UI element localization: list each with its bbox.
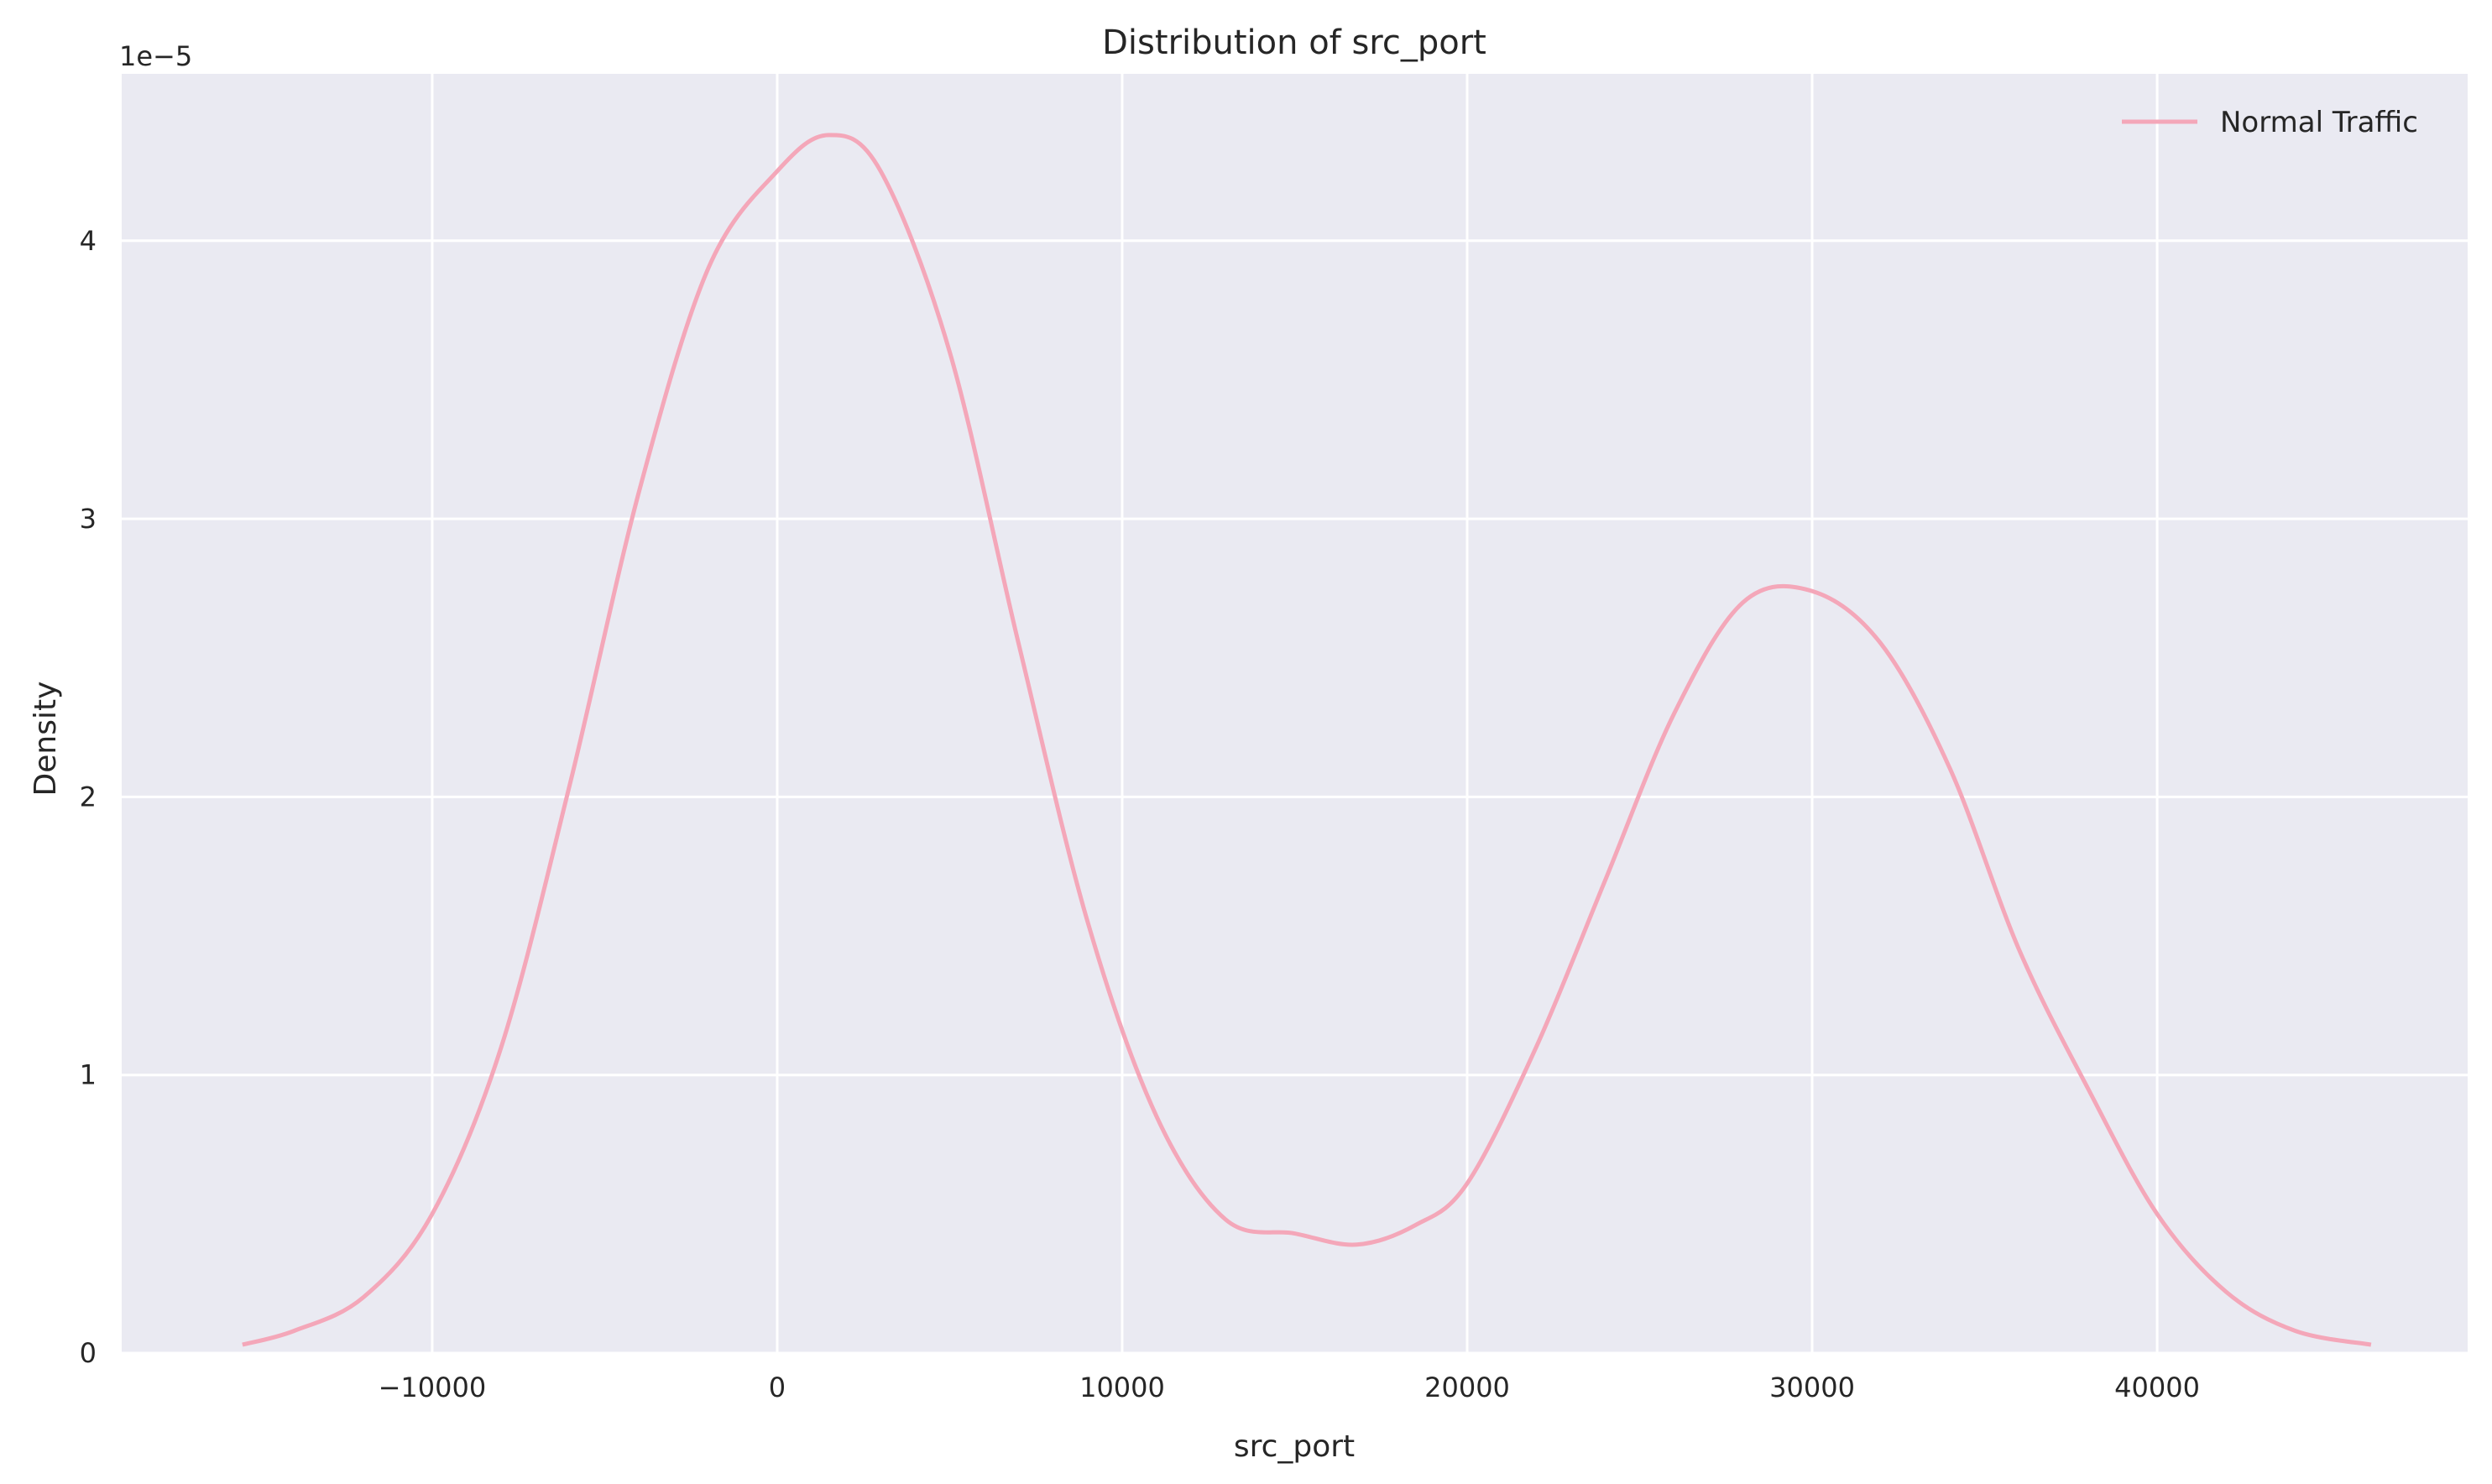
x-tick-label: 0: [769, 1372, 786, 1403]
series-layer: [242, 133, 2372, 1347]
x-tick-label: 20000: [1424, 1372, 1510, 1403]
x-axis-label: src_port: [1234, 1429, 1355, 1464]
x-tick-label: 10000: [1079, 1372, 1165, 1403]
x-axis: −10000 0 10000 20000 30000 40000: [379, 1372, 2200, 1403]
plot-background: [122, 74, 2468, 1353]
grid: [122, 74, 2468, 1355]
x-tick-label: 30000: [1769, 1372, 1855, 1403]
y-offset-label: 1e−5: [119, 40, 192, 72]
legend: Normal Traffic: [2122, 106, 2418, 139]
x-tick-label: −10000: [379, 1372, 487, 1403]
y-axis-label: Density: [29, 682, 63, 797]
y-tick-label: 4: [80, 225, 97, 257]
series-line-normal-traffic: [242, 133, 2372, 1347]
y-axis: 0 1 2 3 4: [80, 225, 97, 1369]
y-tick-label: 2: [80, 781, 97, 813]
x-tick-label: 40000: [2114, 1372, 2200, 1403]
legend-label: Normal Traffic: [2220, 106, 2418, 139]
y-tick-label: 0: [80, 1337, 97, 1369]
y-tick-label: 3: [80, 503, 97, 535]
chart-title: Distribution of src_port: [1102, 24, 1486, 62]
y-tick-label: 1: [80, 1059, 97, 1091]
